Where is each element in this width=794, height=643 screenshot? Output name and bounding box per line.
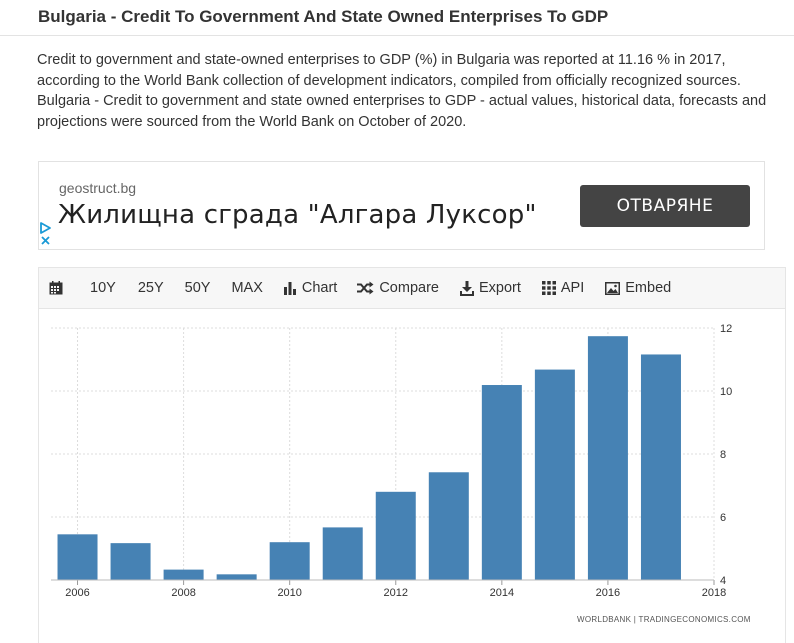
- bar: [110, 543, 151, 580]
- bar: [534, 369, 575, 580]
- y-tick-label: 10: [720, 386, 732, 398]
- chart-credit: WORLDBANK | TRADINGECONOMICS.COM: [577, 615, 751, 624]
- x-tick-label: 2008: [171, 587, 195, 599]
- bar: [163, 569, 204, 580]
- ad-choices-icon[interactable]: [39, 220, 53, 248]
- api-label: API: [560, 280, 585, 296]
- embed-button[interactable]: Embed: [605, 268, 671, 308]
- y-tick-label: 8: [720, 449, 726, 461]
- compare-label: Compare: [379, 280, 439, 296]
- chart-area: 4 6 8 10 12 2006 2008 2010 2012 2014 2016 2018 WORL…: [38, 309, 786, 643]
- x-tick-label: 2006: [65, 587, 89, 599]
- range-25y-button[interactable]: 25Y: [137, 280, 164, 296]
- page-title: Bulgaria - Credit To Government And Stat…: [38, 7, 609, 26]
- x-tick-label: 2016: [596, 587, 620, 599]
- compare-button[interactable]: Compare: [357, 268, 439, 308]
- range-max-button[interactable]: MAX: [231, 280, 263, 296]
- ad-banner[interactable]: geostruct.bg Жилищна сграда "Алгара Лукс…: [38, 161, 765, 250]
- y-tick-label: 6: [720, 512, 726, 524]
- x-tick-label: 2014: [490, 587, 514, 599]
- grid-icon: [541, 281, 556, 295]
- chart-toolbar: 10Y 25Y 50Y MAX Chart Compare Export API: [38, 267, 786, 309]
- api-button[interactable]: API: [541, 268, 585, 308]
- range-10y-button[interactable]: 10Y: [90, 280, 116, 296]
- image-icon: [605, 281, 621, 295]
- ad-domain[interactable]: geostruct.bg: [59, 180, 137, 196]
- download-icon: [459, 280, 474, 296]
- bar: [322, 527, 363, 580]
- page-header: Bulgaria - Credit To Government And Stat…: [0, 0, 794, 36]
- bar: [269, 542, 310, 580]
- shuffle-icon: [357, 281, 374, 295]
- calendar-icon: [49, 281, 63, 295]
- chart-type-label: Chart: [301, 280, 338, 296]
- y-tick-label: 12: [720, 323, 732, 335]
- embed-label: Embed: [625, 280, 672, 296]
- x-tick-label: 2012: [384, 587, 408, 599]
- bar: [640, 354, 681, 580]
- y-tick-label: 4: [720, 575, 726, 587]
- ad-open-button[interactable]: ОТВАРЯНЕ: [580, 185, 750, 227]
- bar: [216, 574, 257, 580]
- x-tick-label: 2010: [277, 587, 301, 599]
- export-label: Export: [478, 280, 521, 296]
- bar: [57, 534, 98, 580]
- bar: [375, 491, 416, 580]
- ad-headline[interactable]: Жилищна сграда "Алгара Луксор": [58, 200, 537, 230]
- bar: [587, 336, 628, 580]
- bar: [428, 472, 469, 580]
- bar-chart: 4 6 8 10 12 2006 2008 2010 2012 2014 2016 2018: [51, 323, 732, 599]
- export-button[interactable]: Export: [459, 268, 521, 308]
- range-50y-button[interactable]: 50Y: [184, 280, 211, 296]
- x-tick-label: 2018: [702, 587, 726, 599]
- bar-chart-icon: [283, 282, 296, 295]
- bar: [481, 385, 522, 580]
- chart-type-button[interactable]: Chart: [283, 268, 337, 308]
- calendar-button[interactable]: [49, 268, 68, 308]
- description-text: Credit to government and state-owned ent…: [37, 52, 767, 130]
